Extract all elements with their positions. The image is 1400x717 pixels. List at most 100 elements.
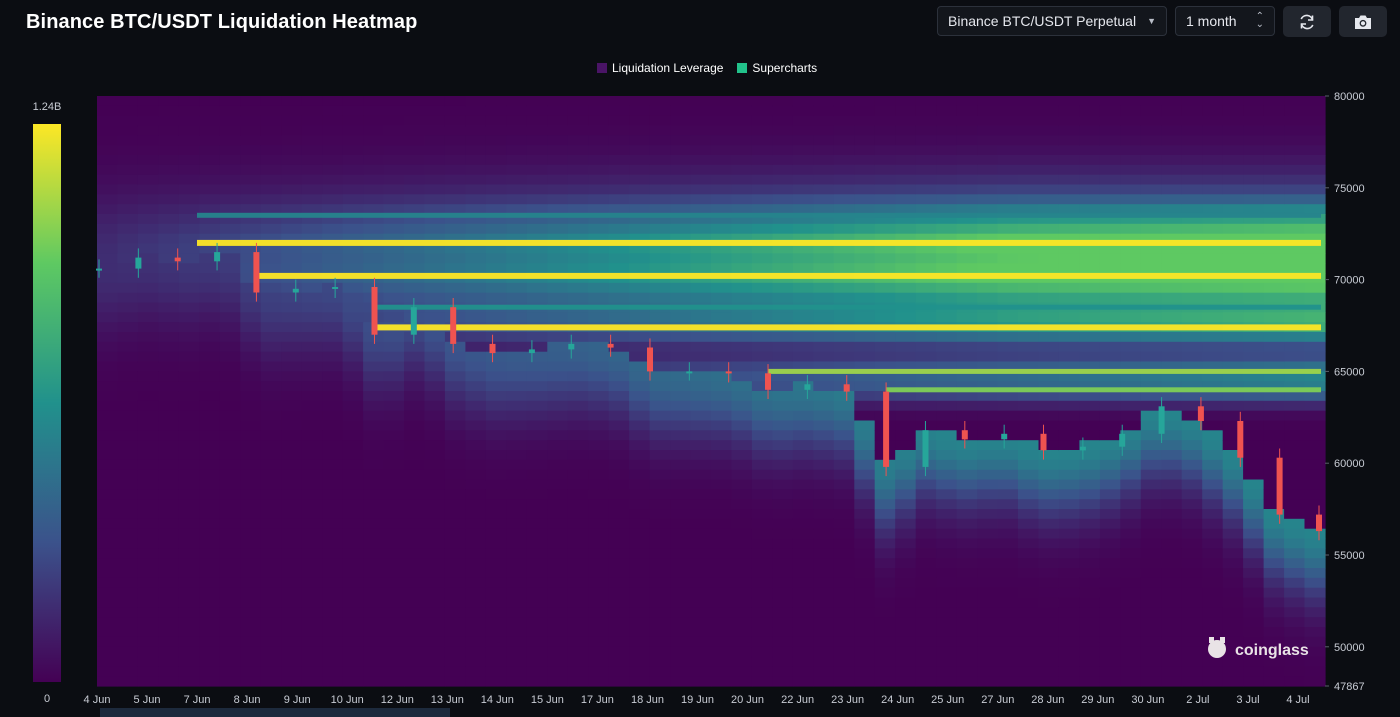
heat-cell [363,145,385,156]
heat-cell [670,469,692,481]
heat-cell [1222,223,1244,235]
liquidation-band [374,304,1321,310]
heat-cell [977,115,999,127]
heat-cell [281,341,303,353]
heat-cell [260,292,282,304]
heat-cell [813,96,835,107]
screenshot-button[interactable] [1339,6,1387,37]
heat-cell [1202,233,1224,245]
heat-cell [1263,263,1285,274]
heat-cell [117,233,139,245]
heat-cell [690,410,712,422]
heat-cell [383,469,405,481]
heat-cell [322,184,344,195]
heat-cell [547,184,569,195]
price-candle [804,375,811,399]
heat-cell [854,577,876,589]
price-candle [725,362,732,383]
heat-cell [1079,253,1101,264]
heat-cell [670,430,692,441]
heat-cell [424,263,446,274]
heat-cell [915,361,937,372]
heat-cell [772,577,794,589]
heat-cell [322,194,344,205]
heat-cell [1058,125,1080,136]
heat-cell [260,627,282,638]
heat-cell [363,273,385,284]
heat-cell [158,597,180,608]
heat-cell [1181,223,1203,235]
heat-cell [1140,666,1162,677]
heat-cell [1079,587,1101,599]
refresh-button[interactable] [1283,6,1331,37]
heat-cell [526,371,548,382]
heat-cell [137,450,159,461]
heat-cell [977,96,999,107]
heat-cell [977,617,999,628]
heat-cell [506,164,528,176]
heat-cell [404,400,426,412]
heat-cell [915,666,937,677]
price-candle [292,279,299,302]
heat-cell [833,155,855,166]
heat-cell [567,410,589,422]
heat-cell [772,282,794,294]
heat-cell [895,400,917,412]
heat-cell [526,410,548,422]
heat-cell [690,155,712,166]
coinglass-logo-icon [1208,637,1226,658]
heat-cell [854,351,876,363]
heat-cell [1263,479,1285,490]
heat-cell [1099,646,1121,658]
heat-cell [1243,469,1265,481]
time-range-select[interactable]: 1 month ⌃ ⌄ [1175,6,1275,36]
heat-cell [199,597,221,608]
heat-cell [404,174,426,186]
heat-cell [772,223,794,235]
legend-item-liquidation-leverage[interactable]: Liquidation Leverage [597,61,723,75]
heat-cell [137,381,159,392]
heat-cell [1202,105,1224,117]
heat-cell [137,214,159,225]
heat-cell [813,558,835,569]
heat-cell [1038,656,1060,667]
heat-cell [322,332,344,343]
market-select[interactable]: Binance BTC/USDT Perpetual ▼ [937,6,1167,36]
heat-cell [670,194,692,205]
heat-cell [1284,646,1306,658]
heat-cell [178,577,200,589]
price-candle [568,334,575,359]
heat-cell [956,548,978,559]
heat-cell [547,214,569,225]
heat-cell [404,676,426,687]
heat-cell [1243,666,1265,677]
heat-cell [977,499,999,510]
heat-cell [260,656,282,667]
heat-cell [465,430,487,441]
heat-cell [383,243,405,254]
heat-cell [97,312,119,323]
heat-cell [485,538,507,549]
heat-cell [567,430,589,441]
heat-cell [199,459,221,471]
heat-cell [772,263,794,274]
heat-cell [506,361,528,372]
heat-cell [1120,479,1142,490]
heat-cell [629,617,651,628]
heat-cell [526,656,548,667]
heat-cell [404,125,426,136]
heat-cell [444,646,466,658]
heat-cell [342,243,364,254]
heat-cell [608,518,630,530]
heat-cell [1079,518,1101,530]
heat-cell [1202,253,1224,264]
x-tick-label: 3 Jul [1236,694,1259,706]
legend-item-supercharts[interactable]: Supercharts [737,61,817,75]
heat-cell [404,361,426,372]
heat-cell [465,282,487,294]
heat-cell [915,646,937,658]
heat-cell [1263,587,1285,599]
heat-cell [240,282,262,294]
heat-cell [1284,194,1306,205]
heat-cell [240,381,262,392]
